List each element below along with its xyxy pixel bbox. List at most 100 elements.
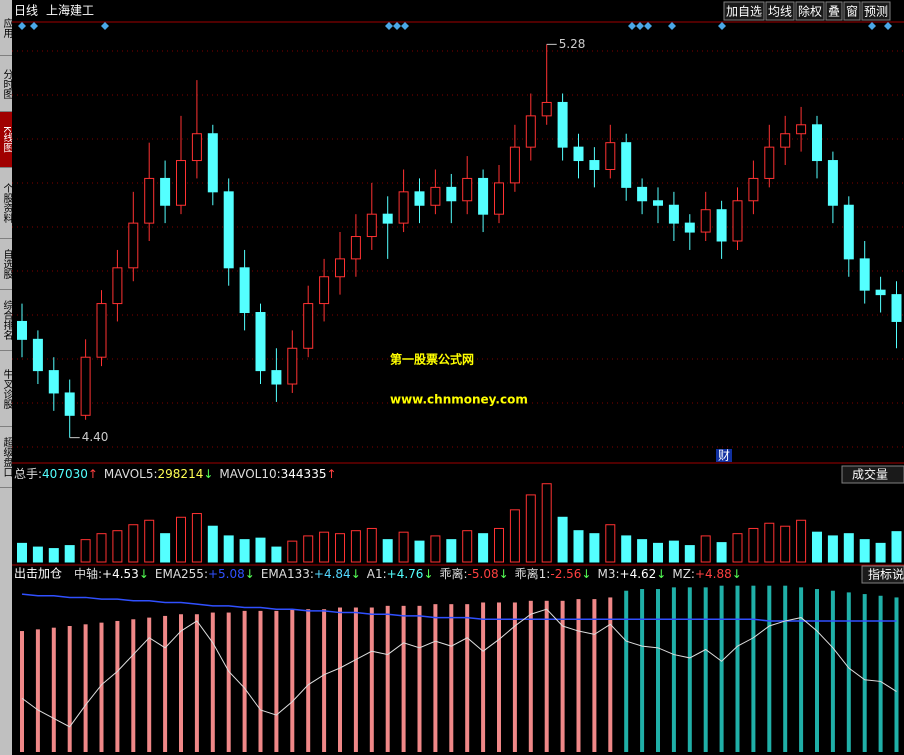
header-button[interactable]: 均线 bbox=[768, 5, 792, 19]
volume-bar bbox=[748, 527, 759, 563]
side-tab[interactable]: 分时图 bbox=[0, 56, 12, 112]
label-arrow: ↑ bbox=[88, 467, 98, 481]
label-arrow: ↑ bbox=[326, 467, 336, 481]
indicator-bar bbox=[767, 585, 772, 752]
candle-body bbox=[748, 177, 759, 202]
volume-bar bbox=[255, 537, 266, 563]
side-tab[interactable]: 应用 bbox=[0, 0, 12, 56]
pane-button[interactable]: 指标说 bbox=[868, 567, 904, 582]
signal-diamond bbox=[101, 22, 109, 30]
chart-window: 日线 上海建工 加自选 均线 除权叠窗预测 5.28 4.40 财 第一股票公式网 www.chn… bbox=[12, 1, 904, 752]
candle-body bbox=[589, 160, 600, 170]
candle-body bbox=[764, 146, 775, 179]
header-button[interactable]: 叠 bbox=[828, 5, 840, 19]
volume-bar bbox=[637, 539, 648, 563]
side-tab[interactable]: 综合排名 bbox=[0, 290, 12, 351]
signal-diamond bbox=[644, 22, 652, 30]
label-value: 298214 bbox=[158, 467, 204, 481]
header-button[interactable]: 加自选 bbox=[726, 5, 762, 19]
signal-diamond bbox=[628, 22, 636, 30]
candle-body bbox=[509, 146, 520, 184]
volume-bar bbox=[557, 516, 568, 563]
indicator-bar bbox=[608, 597, 613, 752]
candle-body bbox=[668, 204, 679, 224]
volume-bar bbox=[843, 533, 854, 563]
indicator-bar bbox=[322, 609, 327, 752]
candle-body bbox=[382, 213, 393, 224]
label-arrow: ↓ bbox=[245, 567, 255, 581]
header-button[interactable]: 预测 bbox=[864, 5, 888, 19]
candle-body bbox=[637, 186, 648, 202]
indicator-bar bbox=[846, 592, 851, 752]
side-tab[interactable]: K线图 bbox=[0, 112, 12, 168]
volume-bar bbox=[462, 530, 473, 563]
indicator-bar bbox=[783, 585, 788, 752]
indicator-bar bbox=[338, 607, 342, 752]
volume-bar bbox=[621, 535, 632, 563]
candle-body bbox=[796, 124, 807, 135]
label-name: 中轴: bbox=[74, 566, 102, 581]
candle-body bbox=[48, 370, 59, 394]
header-button[interactable]: 除权 bbox=[798, 4, 822, 19]
indicator-bar bbox=[242, 610, 247, 752]
indicator-bar bbox=[560, 600, 565, 752]
header-button-frame bbox=[861, 1, 891, 21]
volume-bar bbox=[239, 539, 250, 563]
header-button-frame bbox=[843, 1, 861, 21]
candle-body bbox=[684, 222, 695, 233]
volume-bar bbox=[525, 494, 536, 563]
volume-bar bbox=[812, 531, 822, 563]
label-value: 407030 bbox=[42, 467, 88, 481]
indicator-bar bbox=[115, 620, 120, 752]
indicator-bar bbox=[544, 600, 549, 752]
label-name: MAVOL10: bbox=[219, 467, 280, 481]
header-button[interactable]: 窗 bbox=[846, 5, 858, 19]
label-name: EMA133: bbox=[261, 567, 314, 581]
volume-bar bbox=[176, 516, 186, 563]
indicator-bar bbox=[290, 609, 295, 752]
volume-bar bbox=[287, 540, 298, 563]
indicator-bar bbox=[258, 610, 263, 752]
candle-body bbox=[875, 289, 886, 296]
indicator-bar bbox=[497, 602, 501, 752]
indicator-bar bbox=[830, 590, 835, 752]
label-name: 乖离1: bbox=[515, 566, 551, 581]
candle-body bbox=[128, 222, 139, 269]
header-button-frame bbox=[825, 1, 843, 21]
side-tab[interactable]: 个股资料 bbox=[0, 168, 12, 239]
signal-diamond bbox=[718, 22, 726, 30]
side-tab[interactable]: 超级盘口 bbox=[0, 427, 12, 488]
volume-bar bbox=[48, 548, 59, 563]
volume-bar bbox=[64, 545, 75, 563]
candle-body bbox=[287, 347, 298, 385]
label-value: +4.76 bbox=[387, 567, 424, 581]
side-tab[interactable]: 牛叉诊股 bbox=[0, 351, 12, 427]
marker: 财 bbox=[718, 449, 730, 463]
side-tab[interactable]: 自选股 bbox=[0, 239, 12, 290]
volume-bar bbox=[271, 546, 282, 563]
header-button-frame bbox=[795, 1, 825, 21]
candle-body bbox=[303, 303, 314, 349]
volume-bar bbox=[96, 533, 107, 563]
volume-bar bbox=[128, 524, 139, 563]
label-arrow: ↓ bbox=[423, 567, 433, 581]
volume-bar bbox=[478, 533, 489, 563]
candle-body bbox=[255, 312, 266, 372]
label-value: -2.56 bbox=[550, 567, 581, 581]
candle-body bbox=[494, 182, 504, 215]
candle-body bbox=[653, 200, 663, 206]
high-label: 5.28 bbox=[559, 37, 586, 51]
indicator-bar bbox=[512, 602, 517, 752]
indicator-bar bbox=[592, 599, 597, 752]
label-name: A1: bbox=[367, 567, 387, 581]
volume-bar bbox=[144, 519, 155, 563]
volume-bar bbox=[605, 524, 616, 563]
pane-button[interactable]: 成交量 bbox=[852, 467, 888, 482]
indicator-bar bbox=[35, 629, 40, 752]
candle-body bbox=[96, 303, 107, 358]
indicator-bar bbox=[703, 587, 708, 752]
indicator-bar bbox=[401, 605, 406, 752]
label-value: -5.08 bbox=[468, 567, 499, 581]
candle-body bbox=[271, 370, 282, 385]
